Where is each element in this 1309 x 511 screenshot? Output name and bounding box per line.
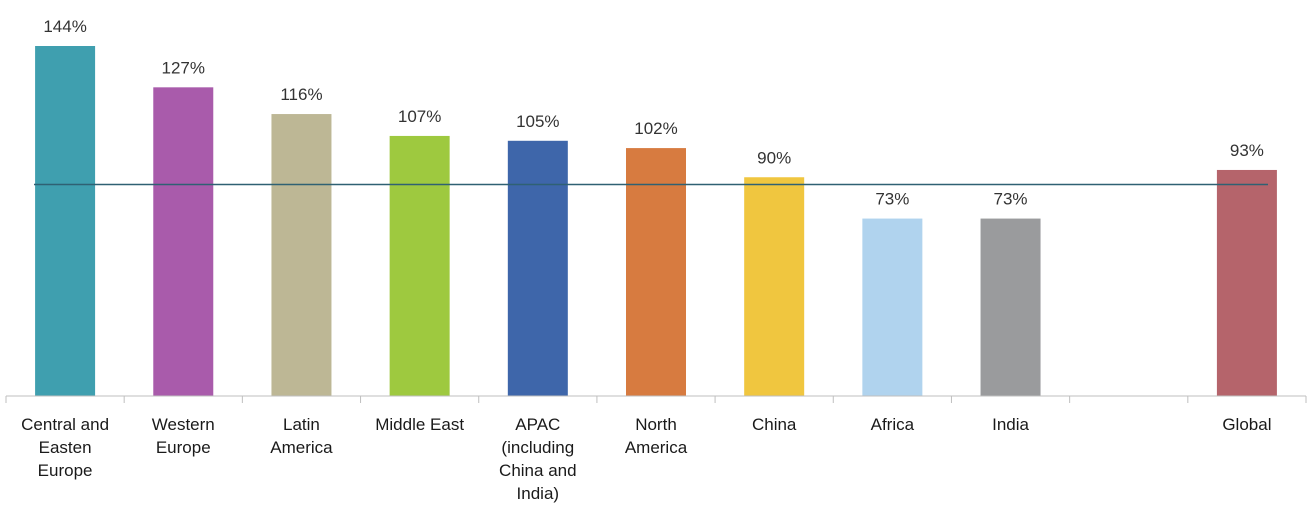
value-label-africa: 73% (875, 190, 909, 209)
category-label-north-america: North America (625, 415, 688, 457)
value-label-latin-america: 116% (280, 85, 322, 104)
value-label-middle-east: 107% (398, 107, 441, 126)
category-label-line: Central and (21, 415, 109, 434)
value-label-north-america: 102% (634, 119, 677, 138)
category-label-line: (including (501, 438, 574, 457)
category-label-line: America (625, 438, 688, 457)
category-label-line: North (635, 415, 677, 434)
value-labels-group: 144% 127% 116% 107% 105% 102% 90% 73% 73% 93% (43, 17, 1264, 209)
category-label-line: Europe (38, 461, 93, 480)
bar-central-and-easten-europe (35, 46, 96, 396)
category-label-middle-east: Middle East (375, 415, 464, 434)
category-label-line: Easten (39, 438, 92, 457)
value-label-apac-including-china-and-india: 105% (516, 112, 559, 131)
bar-africa (862, 218, 923, 396)
bar-china (744, 177, 805, 396)
category-label-global: Global (1222, 415, 1271, 434)
category-label-line: India) (517, 484, 560, 503)
bars-group (35, 46, 1277, 397)
category-label-china: China (752, 415, 797, 434)
bar-middle-east (389, 135, 450, 397)
bar-latin-america (271, 114, 332, 397)
category-label-line: Global (1222, 415, 1271, 434)
x-axis-ticks (5, 396, 1307, 403)
category-label-line: China (752, 415, 797, 434)
category-label-line: India (992, 415, 1029, 434)
category-label-line: Europe (156, 438, 211, 457)
category-label-line: Latin (283, 415, 320, 434)
category-label-line: Africa (871, 415, 915, 434)
category-label-line: China and (499, 461, 577, 480)
category-label-western-europe: Western Europe (152, 415, 215, 457)
category-label-apac-including-china-and-india: APAC (including China and India) (499, 415, 577, 503)
bar-india (980, 218, 1041, 396)
category-label-central-and-easten-europe: Central and Easten Europe (21, 415, 109, 480)
bar-global (1216, 169, 1277, 396)
category-label-line: America (270, 438, 333, 457)
value-label-global: 93% (1230, 141, 1264, 160)
category-label-line: Middle East (375, 415, 464, 434)
bar-apac-including-china-and-india (507, 140, 568, 396)
bar-western-europe (153, 87, 214, 396)
bar-north-america (626, 148, 686, 396)
value-label-western-europe: 127% (162, 58, 205, 77)
category-label-line: APAC (515, 415, 560, 434)
category-labels-group: Central and Easten Europe Western Europe Lati… (21, 415, 1271, 503)
value-label-india: 73% (994, 190, 1028, 209)
category-label-africa: Africa (871, 415, 915, 434)
category-label-india: India (992, 415, 1029, 434)
category-label-line: Western (152, 415, 215, 434)
value-label-china: 90% (757, 148, 791, 167)
value-label-central-and-easten-europe: 144% (43, 17, 86, 36)
category-label-latin-america: Latin America (270, 415, 333, 457)
